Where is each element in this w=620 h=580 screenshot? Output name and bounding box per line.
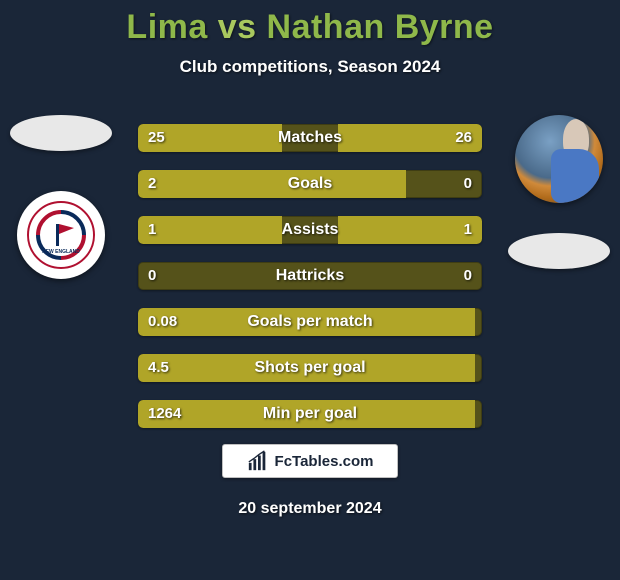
stat-row: 20Goals — [138, 170, 482, 198]
brand-text: FcTables.com — [275, 453, 374, 470]
left-team-pill — [10, 115, 112, 151]
right-player-photo — [515, 115, 603, 203]
stat-value-left: 0 — [148, 262, 156, 290]
right-team-pill — [508, 233, 610, 269]
subtitle: Club competitions, Season 2024 — [0, 57, 620, 77]
fctables-logo-icon — [247, 450, 269, 472]
svg-text:NEW ENGLAND: NEW ENGLAND — [42, 249, 80, 255]
revolution-logo-icon: NEW ENGLAND — [26, 200, 96, 270]
stat-bar-left — [138, 216, 282, 244]
stat-row: 4.5Shots per goal — [138, 354, 482, 382]
player1-name: Lima — [126, 8, 207, 46]
page-title: Lima vs Nathan Byrne — [0, 0, 620, 47]
stat-bar-left — [138, 400, 475, 428]
stat-value-right: 0 — [464, 170, 472, 198]
stat-row: 0.08Goals per match — [138, 308, 482, 336]
stat-row: 11Assists — [138, 216, 482, 244]
stat-row: 1264Min per goal — [138, 400, 482, 428]
stat-bar-left — [138, 124, 282, 152]
stat-label: Hattricks — [138, 262, 482, 290]
stat-row: 0 0Hattricks — [138, 262, 482, 290]
player2-name: Nathan Byrne — [267, 8, 494, 46]
stat-value-right: 0 — [464, 262, 472, 290]
stat-bar-right — [338, 216, 482, 244]
right-player-column — [504, 115, 614, 269]
stat-bar-right — [338, 124, 482, 152]
stat-bar-left — [138, 354, 475, 382]
stat-bar-left — [138, 170, 406, 198]
left-team-logo: NEW ENGLAND — [17, 191, 105, 279]
date-text: 20 september 2024 — [0, 500, 620, 518]
left-player-column: NEW ENGLAND — [6, 115, 116, 279]
vs-text: vs — [218, 8, 257, 46]
brand-badge[interactable]: FcTables.com — [222, 444, 398, 478]
stat-bar-left — [138, 308, 475, 336]
stat-bars: 2526Matches20Goals11Assists00Hattricks0.… — [138, 124, 482, 446]
stat-row: 2526Matches — [138, 124, 482, 152]
